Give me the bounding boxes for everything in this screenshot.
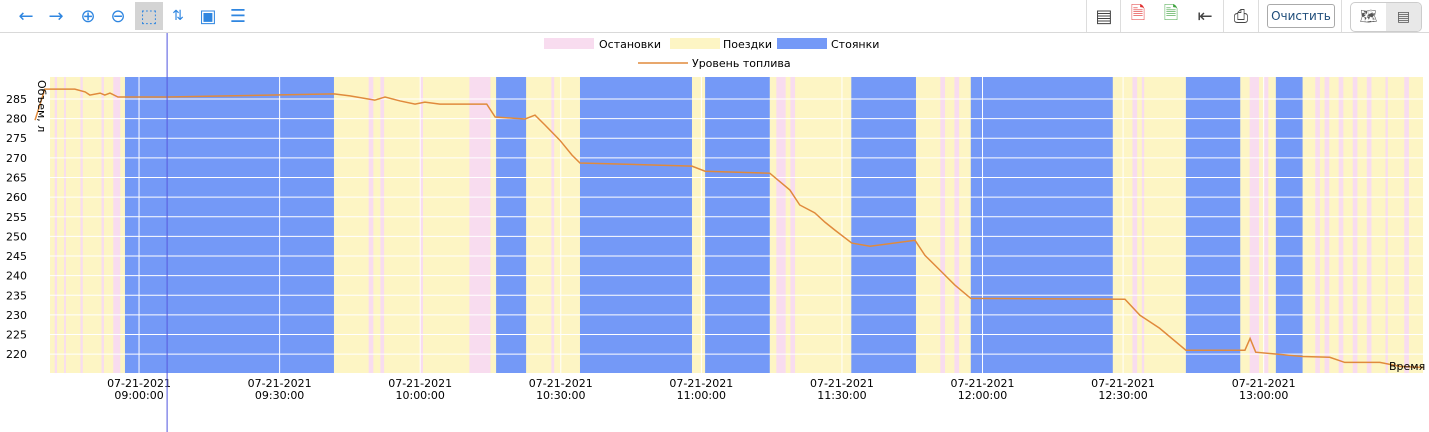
x-tick-time: 12:30:00 <box>1098 389 1147 402</box>
axis-zoom-icon[interactable]: ⇅ <box>172 8 184 24</box>
stop-interval <box>1338 77 1344 373</box>
legend-swatch-trips <box>670 38 720 49</box>
stop-interval <box>1404 77 1409 373</box>
x-tick-date: 07-21-2021 <box>1232 377 1296 390</box>
report-icon[interactable]: ▤ <box>1095 5 1113 27</box>
legend-swatch-parking <box>777 38 827 49</box>
x-tick-date: 07-21-2021 <box>1091 377 1155 390</box>
y-tick-label: 280 <box>6 113 27 126</box>
stop-interval <box>1324 77 1330 373</box>
legend-parking: Стоянки <box>831 38 879 51</box>
view-toggle: 🗺 ▤ <box>1350 2 1422 32</box>
map-view-icon[interactable]: 🗺 <box>1359 9 1378 25</box>
zoom-select-icon[interactable]: ⬚ <box>135 2 163 30</box>
stop-interval <box>1385 77 1388 373</box>
stop-interval <box>1263 77 1269 373</box>
legend: Остановки Поездки Стоянки Уровень топлив… <box>544 38 879 70</box>
x-tick-time: 12:00:00 <box>958 389 1007 402</box>
x-tick-date: 07-21-2021 <box>669 377 733 390</box>
x-tick-date: 07-21-2021 <box>529 377 593 390</box>
parking-interval <box>1185 77 1241 373</box>
clear-button[interactable]: Очистить <box>1267 4 1335 28</box>
y-tick-label: 250 <box>6 230 27 243</box>
stop-interval <box>776 77 786 373</box>
x-tick-time: 11:00:00 <box>677 389 726 402</box>
y-tick-label: 230 <box>6 309 27 322</box>
x-tick-time: 10:30:00 <box>536 389 585 402</box>
pdf-export-icon[interactable]: 🗎 <box>1130 3 1146 24</box>
x-tick-date: 07-21-2021 <box>810 377 874 390</box>
x-tick-date: 07-21-2021 <box>388 377 452 390</box>
fit-to-screen-icon[interactable]: ▣ <box>199 5 217 27</box>
stop-interval <box>1141 77 1145 373</box>
legend-trips: Поездки <box>723 38 772 51</box>
x-tick-time: 13:00:00 <box>1239 389 1288 402</box>
back-arrow-icon[interactable]: ← <box>18 5 34 27</box>
x-tick-time: 10:00:00 <box>395 389 444 402</box>
stop-interval <box>1132 77 1138 373</box>
y-tick-label: 270 <box>6 152 27 165</box>
y-tick-label: 265 <box>6 171 27 184</box>
print-icon[interactable]: ⎙ <box>1233 5 1249 27</box>
stop-interval <box>368 77 374 373</box>
parking-interval <box>124 77 334 373</box>
stop-interval <box>551 77 555 373</box>
stop-interval <box>1352 77 1358 373</box>
stop-interval <box>790 77 796 373</box>
forward-arrow-icon[interactable]: → <box>48 5 64 27</box>
y-tick-label: 285 <box>6 93 27 106</box>
zoom-in-icon[interactable]: ⊕ <box>80 5 96 27</box>
x-tick-date: 07-21-2021 <box>248 377 312 390</box>
y-axis-label: Объем, л <box>35 80 48 132</box>
legend-swatch-stops <box>544 38 594 49</box>
y-tick-label: 275 <box>6 132 27 145</box>
parking-interval <box>970 77 1113 373</box>
x-tick-date: 07-21-2021 <box>951 377 1015 390</box>
y-tick-label: 255 <box>6 211 27 224</box>
legend-fuel: Уровень топлива <box>692 57 791 70</box>
x-tick-date: 07-21-2021 <box>107 377 171 390</box>
x-axis-label: Время <box>1389 360 1425 373</box>
stop-interval <box>64 77 66 373</box>
stop-interval <box>954 77 960 373</box>
y-tick-label: 245 <box>6 250 27 263</box>
import-icon[interactable]: ⇤ <box>1197 5 1213 27</box>
list-icon[interactable]: ☰ <box>229 5 247 27</box>
y-tick-label: 260 <box>6 191 27 204</box>
fuel-chart[interactable]: Остановки Поездки Стоянки Уровень топлив… <box>0 33 1429 432</box>
stop-interval <box>54 77 58 373</box>
parking-interval <box>1275 77 1303 373</box>
parking-interval <box>496 77 527 373</box>
stop-interval <box>1315 77 1320 373</box>
stop-interval <box>101 77 104 373</box>
parking-interval <box>851 77 916 373</box>
toolbar: ← → ⊕ ⊖ ⬚ ⇅ ▣ ☰ ▤ 🗎 🗎 ⇤ ⎙ Очистить 🗺 ▤ <box>0 0 1429 33</box>
stop-interval <box>1249 77 1259 373</box>
stop-interval <box>380 77 385 373</box>
stop-interval <box>80 77 83 373</box>
y-tick-label: 225 <box>6 329 27 342</box>
stop-interval <box>1366 77 1372 373</box>
stop-interval <box>469 77 491 373</box>
parking-interval <box>705 77 770 373</box>
legend-stops: Остановки <box>599 38 661 51</box>
split-view-icon[interactable]: ▤ <box>1386 3 1421 31</box>
zoom-out-icon[interactable]: ⊖ <box>110 5 126 27</box>
excel-export-icon[interactable]: 🗎 <box>1163 3 1179 24</box>
fuel-level-line <box>34 88 1424 369</box>
parking-interval <box>579 77 692 373</box>
x-tick-time: 11:30:00 <box>817 389 866 402</box>
y-tick-label: 240 <box>6 270 27 283</box>
y-tick-label: 220 <box>6 348 27 361</box>
stop-interval <box>113 77 121 373</box>
x-tick-time: 09:30:00 <box>255 389 304 402</box>
x-tick-time: 09:00:00 <box>114 389 163 402</box>
stop-interval <box>420 77 424 373</box>
y-tick-label: 235 <box>6 289 27 302</box>
stop-interval <box>940 77 946 373</box>
